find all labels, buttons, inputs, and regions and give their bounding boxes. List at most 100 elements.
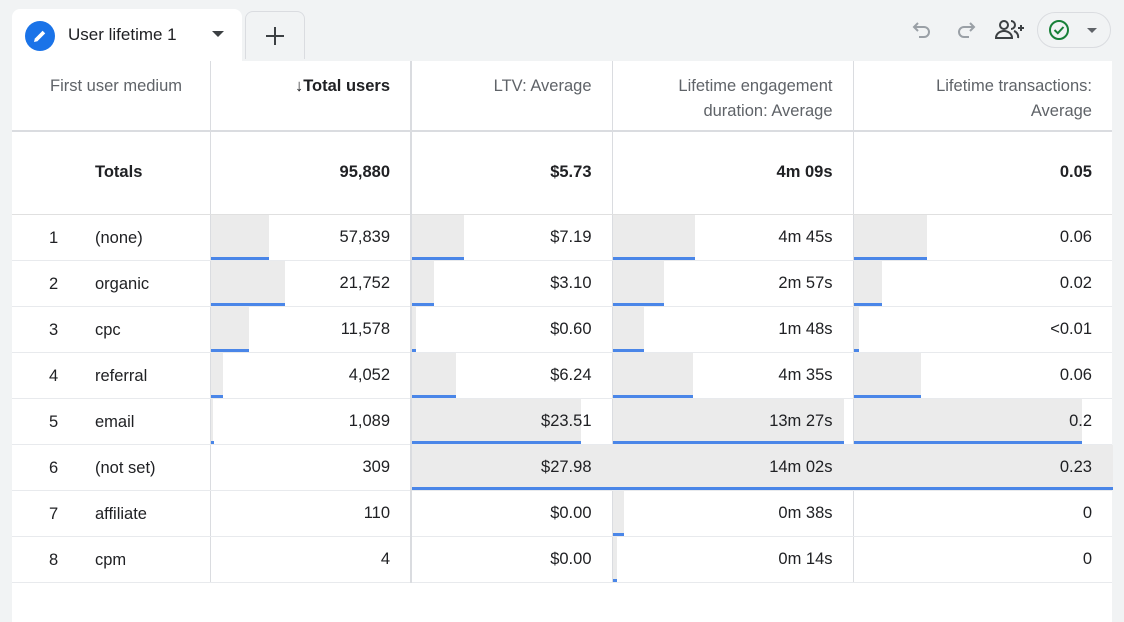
value-bar: [412, 444, 613, 487]
value-bar: [612, 490, 624, 533]
ltv-cell: $0.00: [411, 536, 613, 583]
medium-label[interactable]: referral: [95, 366, 148, 385]
totals-total-users: 95,880: [210, 131, 412, 215]
medium-label[interactable]: email: [95, 412, 135, 431]
cell-value: 0.2: [1069, 411, 1092, 430]
total-users-cell: 110: [210, 490, 412, 537]
sort-descending-icon: ↓: [294, 77, 304, 95]
value-bar: [210, 214, 269, 257]
share-users-icon[interactable]: [993, 17, 1027, 43]
redo-icon[interactable]: [953, 17, 979, 43]
value-bar: [612, 398, 844, 441]
cell-value: $0.00: [550, 549, 592, 568]
value-bar-underline: [612, 440, 844, 444]
totals-ltv: $5.73: [411, 131, 613, 215]
ltv-cell: $3.10: [411, 260, 613, 307]
medium-label[interactable]: cpc: [95, 320, 121, 339]
table-row: 3 cpc 11,578 $0.60 1m 48s <0.01: [12, 306, 1112, 353]
value-bar-underline: [612, 256, 695, 260]
undo-icon[interactable]: [909, 17, 935, 43]
value-bar: [412, 260, 434, 303]
row-number: 7: [49, 504, 59, 523]
pencil-icon[interactable]: [25, 21, 55, 51]
table-row: 2 organic 21,752 $3.10 2m 57s 0.02: [12, 260, 1112, 307]
value-bar-underline: [412, 394, 456, 398]
column-header-first-user-medium[interactable]: First user medium: [12, 61, 211, 132]
dimension-cell: 1 (none): [12, 214, 211, 261]
transactions-cell: 0: [853, 490, 1112, 537]
column-header-lifetime-transactions[interactable]: Lifetime transactions: Average: [853, 61, 1112, 132]
value-bar-underline: [853, 302, 882, 306]
engagement-cell: 0m 38s: [612, 490, 854, 537]
value-bar: [612, 444, 854, 487]
value-bar-underline: [210, 302, 285, 306]
total-users-cell: 4: [210, 536, 412, 583]
row-number: 2: [49, 274, 59, 293]
dimension-cell: 5 email: [12, 398, 211, 445]
cell-value: 0.23: [1059, 457, 1092, 476]
cell-value: 11,578: [340, 319, 390, 338]
engagement-cell: 13m 27s: [612, 398, 854, 445]
medium-label[interactable]: (none): [95, 228, 143, 247]
value-bar: [612, 536, 617, 579]
cell-value: 0: [1082, 549, 1092, 568]
value-bar-underline: [412, 486, 613, 490]
cell-value: $23.51: [541, 411, 592, 430]
value-bar-underline: [853, 256, 927, 260]
transactions-cell: 0.06: [853, 352, 1112, 399]
value-bar: [412, 306, 416, 349]
value-bar-underline: [210, 394, 223, 398]
value-bar-underline: [412, 256, 464, 260]
engagement-cell: 0m 14s: [612, 536, 854, 583]
cell-value: 309: [362, 457, 390, 476]
dimension-cell: 8 cpm: [12, 536, 211, 583]
cell-value: <0.01: [1050, 319, 1092, 338]
dimension-cell: 6 (not set): [12, 444, 211, 491]
add-tab-button[interactable]: [245, 11, 305, 59]
medium-label[interactable]: cpm: [95, 550, 127, 569]
column-header-engagement-duration[interactable]: Lifetime engagement duration: Average: [612, 61, 854, 132]
total-users-cell: 11,578: [210, 306, 412, 353]
tab-dropdown-icon[interactable]: [212, 31, 224, 37]
value-bar: [612, 260, 664, 303]
value-bar: [853, 444, 1113, 487]
value-bar-underline: [412, 302, 434, 306]
column-header-total-users[interactable]: ↓Total users: [210, 61, 412, 132]
tab-user-lifetime[interactable]: User lifetime 1: [12, 9, 242, 61]
engagement-cell: 14m 02s: [612, 444, 854, 491]
medium-label[interactable]: (not set): [95, 458, 156, 477]
value-bar-underline: [210, 440, 214, 444]
column-header-ltv-average[interactable]: LTV: Average: [411, 61, 613, 132]
transactions-cell: <0.01: [853, 306, 1112, 353]
totals-row: Totals 95,880 $5.73 4m 09s 0.05: [12, 131, 1112, 215]
value-bar-underline: [853, 440, 1082, 444]
cell-value: $6.24: [550, 365, 592, 384]
medium-label[interactable]: affiliate: [95, 504, 147, 523]
ltv-cell: $0.60: [411, 306, 613, 353]
row-number: 6: [49, 458, 59, 477]
row-number: 4: [49, 366, 59, 385]
tab-title: User lifetime 1: [68, 25, 177, 44]
medium-label[interactable]: organic: [95, 274, 150, 293]
table-row: 8 cpm 4 $0.00 0m 14s 0: [12, 536, 1112, 583]
totals-engagement: 4m 09s: [612, 131, 854, 215]
cell-value: 4m 45s: [778, 227, 833, 246]
cell-value: $27.98: [541, 457, 592, 476]
ltv-cell: $23.51: [411, 398, 613, 445]
cell-value: 0.02: [1059, 273, 1092, 292]
value-bar: [412, 214, 464, 257]
cell-value: $0.60: [550, 319, 592, 338]
value-bar-underline: [612, 578, 617, 582]
value-bar-underline: [853, 348, 859, 352]
table-row: 5 email 1,089 $23.51 13m 27s 0.2: [12, 398, 1112, 445]
cell-value: 110: [363, 503, 390, 522]
chevron-down-icon: [1087, 28, 1097, 33]
report-table-card: First user medium ↓Total users LTV: Aver…: [12, 61, 1113, 622]
ltv-cell: $6.24: [411, 352, 613, 399]
value-bar: [612, 306, 644, 349]
row-number: 5: [49, 412, 59, 431]
save-status-button[interactable]: [1037, 12, 1111, 48]
cell-value: 0: [1082, 503, 1092, 522]
value-bar-underline: [412, 440, 581, 444]
value-bar-underline: [612, 348, 644, 352]
